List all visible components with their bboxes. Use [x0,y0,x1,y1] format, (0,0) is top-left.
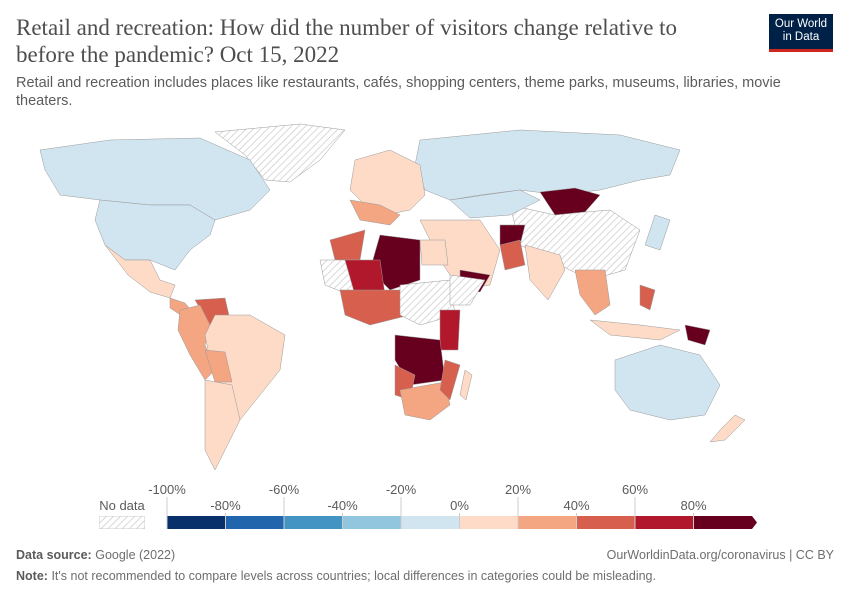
legend: No data -100% -80% -60% -40% -20% 0% 20% 40% 60%… [0,480,850,540]
country-mongolia[interactable] [539,187,601,216]
country-argentina-chile[interactable] [204,379,241,471]
country-madagascar[interactable] [459,369,473,401]
legend-tick-label: 20% [504,482,532,497]
country-russia[interactable] [414,129,681,201]
legend-bin[interactable] [167,516,226,529]
country-philippines[interactable] [639,284,656,311]
legend-bin[interactable] [225,516,285,529]
note-label: Note: [16,569,48,583]
source-line: Data source: Google (2022) [16,548,175,562]
no-data-label: No data [99,498,145,513]
legend-tick-label: 40% [563,498,590,513]
country-pakistan[interactable] [499,239,526,271]
country-new-zealand[interactable] [709,414,746,443]
owid-logo[interactable]: Our World in Data [769,14,833,52]
legend-bin[interactable] [635,516,694,529]
legend-bin[interactable] [284,516,343,529]
legend-tick-label: -40% [327,498,358,513]
country-east-africa[interactable] [439,309,461,351]
note-line: Note: It's not recommended to compare le… [16,569,656,583]
legend-tick-label: -100% [148,482,186,497]
legend-bin[interactable] [459,516,519,529]
source-text[interactable]: Google (2022) [95,548,176,562]
legend-tick-label: 80% [680,498,707,513]
country-indonesia[interactable] [589,319,681,341]
country-southern-africa[interactable] [399,381,451,421]
country-india[interactable] [524,244,566,301]
legend-bin[interactable] [518,516,577,529]
legend-tick-label: 60% [621,482,649,497]
legend-tick-label: -80% [210,498,241,513]
legend-bin[interactable] [576,516,636,529]
country-papua[interactable] [684,324,711,346]
country-usa[interactable] [94,199,216,271]
chart-subtitle: Retail and recreation includes places li… [16,75,781,109]
country-mexico[interactable] [104,244,176,299]
source-url[interactable]: OurWorldinData.org/coronavirus | CC BY [606,548,834,562]
country-europe[interactable] [349,149,426,216]
country-horn[interactable] [449,274,486,306]
legend-bar [166,497,758,529]
no-data-swatch [99,516,145,529]
note-text: It's not recommended to compare levels a… [51,569,656,583]
legend-bin[interactable] [401,516,460,529]
country-north-africa[interactable] [329,229,366,261]
country-west-africa[interactable] [339,289,411,326]
source-label: Data source: [16,548,92,562]
country-europe-south[interactable] [349,199,401,226]
country-egypt[interactable] [419,239,449,266]
country-japan[interactable] [644,214,671,251]
country-australia[interactable] [614,344,721,421]
legend-bin[interactable] [342,516,402,529]
chart-title: Retail and recreation: How did the numbe… [16,15,678,67]
world-map [39,123,746,471]
legend-tick-label: 0% [450,498,469,513]
country-mozambique[interactable] [439,359,461,401]
legend-tick-label: -20% [385,482,417,497]
country-bolivia-paraguay[interactable] [204,349,233,383]
legend-tick-label: -60% [268,482,300,497]
country-se-asia[interactable] [574,269,611,316]
country-kazakhstan[interactable] [449,189,541,219]
legend-bin[interactable] [693,516,758,529]
